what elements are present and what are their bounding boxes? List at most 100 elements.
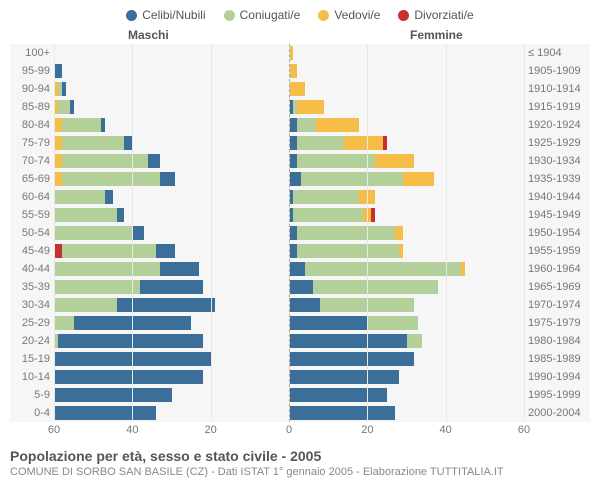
male-half — [54, 98, 289, 116]
segment-con — [293, 208, 364, 222]
birth-year-label: 1995-1999 — [524, 389, 590, 401]
bar-container — [54, 350, 524, 368]
female-stack — [289, 46, 524, 60]
segment-cel — [289, 334, 407, 348]
birth-year-label: 1935-1939 — [524, 173, 590, 185]
segment-con — [62, 244, 156, 258]
bar-container — [54, 386, 524, 404]
female-half — [289, 152, 524, 170]
male-half — [54, 206, 289, 224]
female-stack — [289, 154, 524, 168]
female-half — [289, 386, 524, 404]
legend-swatch — [126, 10, 137, 21]
segment-ved — [289, 64, 297, 78]
male-half — [54, 224, 289, 242]
segment-cel — [58, 334, 203, 348]
age-row: 85-891915-1919 — [10, 98, 590, 116]
segment-con — [297, 136, 344, 150]
male-half — [54, 134, 289, 152]
age-row: 15-191985-1989 — [10, 350, 590, 368]
segment-cel — [289, 154, 297, 168]
female-stack — [289, 118, 524, 132]
male-half — [54, 332, 289, 350]
age-label: 85-89 — [10, 101, 54, 113]
male-stack — [54, 154, 289, 168]
male-half — [54, 314, 289, 332]
female-half — [289, 260, 524, 278]
segment-ved — [359, 190, 375, 204]
age-row: 60-641940-1944 — [10, 188, 590, 206]
female-half — [289, 116, 524, 134]
birth-year-label: 1980-1984 — [524, 335, 590, 347]
age-label: 100+ — [10, 47, 54, 59]
x-tick: 40 — [126, 424, 138, 436]
female-stack — [289, 208, 524, 222]
age-label: 55-59 — [10, 209, 54, 221]
birth-year-label: 1920-1924 — [524, 119, 590, 131]
age-row: 45-491955-1959 — [10, 242, 590, 260]
female-stack — [289, 64, 524, 78]
segment-ved — [54, 118, 62, 132]
female-stack — [289, 244, 524, 258]
segment-cel — [289, 118, 297, 132]
birth-year-label: 1905-1909 — [524, 65, 590, 77]
plot: Fasce di età Anni di nascita 100+≤ 19049… — [10, 44, 590, 422]
male-half — [54, 404, 289, 422]
segment-div — [383, 136, 387, 150]
segment-cel — [289, 388, 387, 402]
bar-container — [54, 260, 524, 278]
x-tick: 60 — [518, 424, 530, 436]
segment-con — [54, 316, 74, 330]
age-label: 95-99 — [10, 65, 54, 77]
age-row: 5-91995-1999 — [10, 386, 590, 404]
gender-headers: Maschi Femmine — [10, 28, 590, 44]
age-row: 70-741930-1934 — [10, 152, 590, 170]
male-half — [54, 80, 289, 98]
age-row: 75-791925-1929 — [10, 134, 590, 152]
x-tick: 0 — [286, 424, 292, 436]
segment-con — [54, 226, 132, 240]
birth-year-label: 1990-1994 — [524, 371, 590, 383]
segment-cel — [289, 280, 313, 294]
segment-cel — [74, 316, 192, 330]
segment-con — [54, 190, 105, 204]
male-stack — [54, 388, 289, 402]
bar-container — [54, 152, 524, 170]
age-label: 0-4 — [10, 407, 54, 419]
male-stack — [54, 298, 289, 312]
segment-cel — [54, 388, 172, 402]
age-row: 0-4 2000-2004 — [10, 404, 590, 422]
age-row: 10-141990-1994 — [10, 368, 590, 386]
male-half — [54, 188, 289, 206]
female-stack — [289, 370, 524, 384]
age-row: 95-99 1905-1909 — [10, 62, 590, 80]
female-half — [289, 296, 524, 314]
female-half — [289, 98, 524, 116]
female-stack — [289, 406, 524, 420]
segment-ved — [316, 118, 359, 132]
male-half — [54, 170, 289, 188]
female-stack — [289, 334, 524, 348]
segment-con — [62, 118, 101, 132]
female-half — [289, 368, 524, 386]
x-axis-ticks: 6040200204060 — [54, 424, 524, 438]
male-half — [54, 44, 289, 62]
segment-cel — [289, 316, 367, 330]
segment-cel — [289, 370, 399, 384]
male-stack — [54, 316, 289, 330]
segment-con — [58, 100, 70, 114]
birth-year-label: 1975-1979 — [524, 317, 590, 329]
female-stack — [289, 316, 524, 330]
age-label: 65-69 — [10, 173, 54, 185]
segment-cel — [101, 118, 105, 132]
header-male: Maschi — [128, 28, 169, 42]
segment-ved — [395, 226, 403, 240]
x-tick: 40 — [440, 424, 452, 436]
segment-ved — [289, 82, 305, 96]
segment-div — [371, 208, 375, 222]
segment-cel — [289, 226, 297, 240]
birth-year-label: 2000-2004 — [524, 407, 590, 419]
age-row: 20-241980-1984 — [10, 332, 590, 350]
male-half — [54, 278, 289, 296]
age-row: 90-941910-1914 — [10, 80, 590, 98]
